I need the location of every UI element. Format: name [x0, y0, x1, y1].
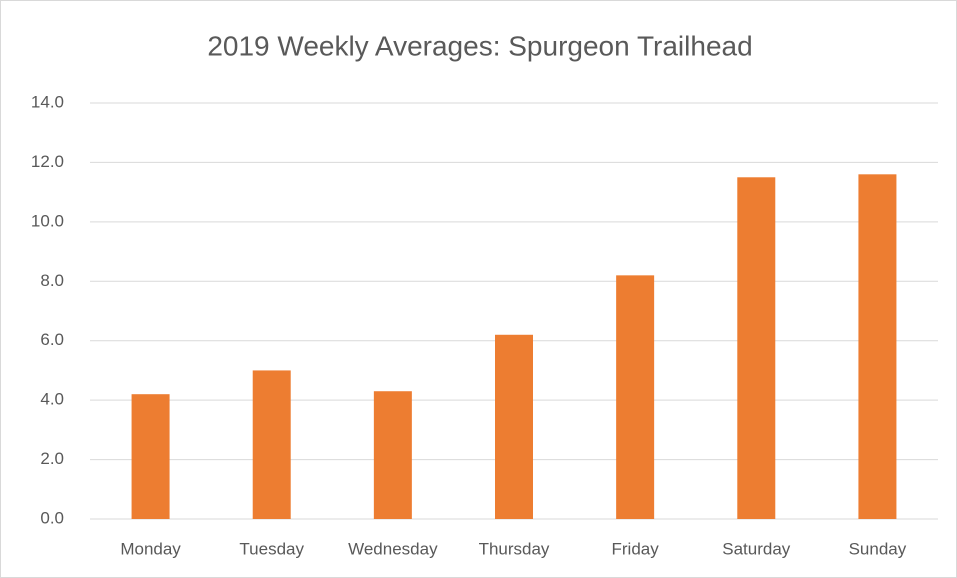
y-tick-label: 2.0	[40, 449, 64, 468]
x-tick-label: Friday	[612, 539, 660, 558]
y-tick-label: 12.0	[31, 152, 64, 171]
bar	[858, 174, 897, 520]
y-tick-label: 0.0	[40, 508, 64, 527]
y-tick-label: 14.0	[31, 92, 64, 111]
bar	[737, 177, 776, 520]
y-tick-label: 6.0	[40, 330, 64, 349]
y-tick-label: 8.0	[40, 271, 64, 290]
x-tick-label: Thursday	[479, 539, 550, 558]
x-tick-label: Sunday	[849, 539, 907, 558]
x-tick-label: Saturday	[722, 539, 791, 558]
y-tick-label: 10.0	[31, 211, 64, 230]
bar	[373, 391, 412, 519]
chart-title: 2019 Weekly Averages: Spurgeon Trailhead	[207, 30, 752, 61]
bar	[131, 394, 170, 519]
x-tick-label: Monday	[120, 539, 181, 558]
y-tick-label: 4.0	[40, 390, 64, 409]
bar	[495, 334, 533, 519]
x-tick-label: Tuesday	[239, 539, 304, 558]
bar	[252, 370, 291, 519]
bar	[616, 275, 655, 519]
x-tick-label: Wednesday	[348, 539, 438, 558]
